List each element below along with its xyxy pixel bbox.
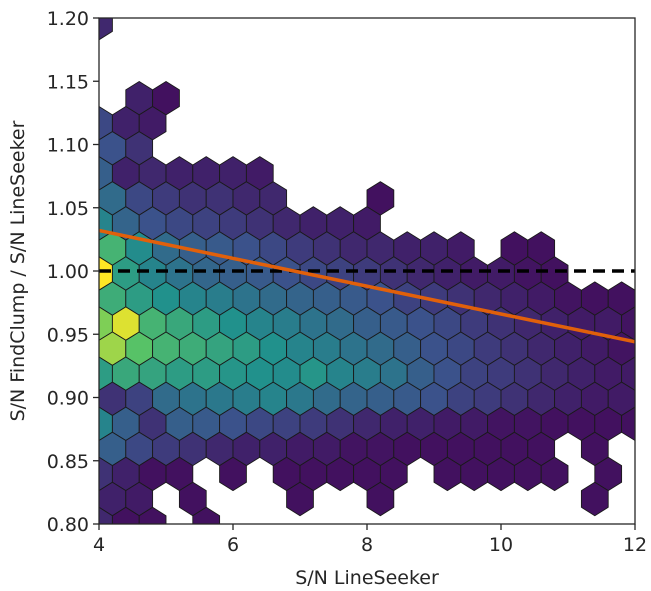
x-tick-label: 8 [361, 534, 373, 556]
y-tick-label: 0.80 [47, 514, 89, 536]
y-tick-label: 1.05 [47, 198, 89, 220]
hexbin-cell [634, 339, 635, 358]
hexbin-cell [580, 481, 609, 517]
hexbin-cell [219, 456, 247, 492]
y-tick-label: 0.90 [47, 388, 89, 410]
y-axis-label: S/N FindClump / S/N LineSeeker [7, 120, 29, 421]
hexbin-cell [192, 506, 221, 524]
fit-line-layer [99, 228, 635, 344]
hexbin-cell [621, 306, 635, 341]
y-tick-label: 0.85 [47, 451, 89, 473]
hexbin-cell [621, 356, 635, 391]
x-axis-label: S/N LineSeeker [295, 567, 439, 589]
hexbin-cell [153, 582, 180, 591]
x-tick-label: 6 [227, 534, 239, 556]
hexbin-cell [540, 456, 569, 492]
y-axis-ticks: 0.80 0.85 0.90 0.95 1.00 1.05 1.10 1.15 1.20 [47, 8, 99, 536]
hexbin-cell [634, 389, 635, 408]
hexbin-cells [99, 18, 635, 591]
hexbin-cell [206, 582, 233, 591]
x-tick-label: 10 [489, 534, 513, 556]
y-tick-label: 1.15 [47, 71, 89, 93]
y-tick-label: 1.00 [47, 261, 89, 283]
hexbin-cell [366, 481, 395, 517]
hexbin-cell [621, 406, 635, 442]
hexbin-cell [286, 481, 314, 517]
fit-line [99, 228, 635, 344]
hexbin-cell [179, 532, 206, 565]
y-tick-label: 0.95 [47, 324, 89, 346]
hexbin-cell [138, 506, 167, 524]
y-tick-label: 1.10 [47, 135, 89, 157]
x-tick-label: 4 [93, 534, 105, 556]
x-axis-ticks: 4 6 8 10 12 [93, 524, 647, 556]
hexbin-cell [634, 289, 635, 308]
hexbin-cell [634, 439, 635, 458]
hexbin-cell [99, 18, 113, 41]
x-tick-label: 12 [623, 534, 647, 556]
y-tick-label: 1.20 [47, 8, 89, 30]
